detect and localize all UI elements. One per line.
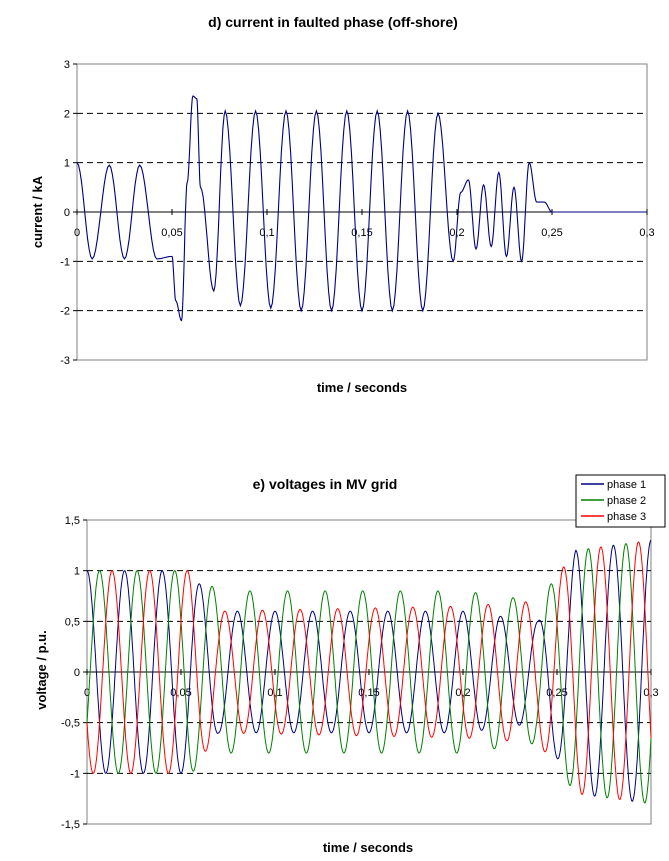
y-tick-label: 0 [74, 667, 80, 679]
y-tick-label: 2 [64, 108, 70, 120]
y-tick-label: -1,5 [61, 819, 80, 831]
legend-label: phase 2 [607, 495, 646, 507]
x-tick-label: 0 [84, 687, 90, 699]
voltage-chart: e) voltages in MV grid -1,5 -1 -0,5 0 0,5 1 1,… [34, 474, 666, 855]
x-tick-label: 0,05 [161, 227, 182, 239]
x-tick-label: 0,3 [639, 227, 654, 239]
y-tick-label: -3 [60, 355, 70, 367]
chart-title: e) voltages in MV grid [253, 476, 398, 492]
y-axis-label: voltage / p.u. [34, 630, 49, 709]
voltage-series-line-3 [86, 541, 652, 800]
y-tick-label: 1 [64, 158, 70, 170]
x-tick-label: 0,1 [259, 227, 274, 239]
x-tick-label: 0,1 [267, 687, 282, 699]
y-tick-label: -0,5 [61, 718, 80, 730]
chart-title: d) current in faulted phase (off-shore) [208, 14, 458, 30]
legend-label: phase 3 [607, 511, 646, 523]
legend: phase 1 phase 2 phase 3 [575, 474, 666, 528]
x-tick-label: 0,2 [455, 687, 470, 699]
x-tick-label: 0,3 [643, 687, 658, 699]
y-tick-label: 0,5 [65, 616, 80, 628]
y-tick-label: 1 [74, 566, 80, 578]
x-tick-label: 0,15 [351, 227, 372, 239]
x-tick-label: 0,25 [546, 687, 567, 699]
y-tick-label: 0 [64, 207, 70, 219]
y-tick-label: -1 [60, 256, 70, 268]
x-tick-label: 0,25 [541, 227, 562, 239]
legend-label: phase 1 [607, 479, 646, 491]
voltage-series-line-1 [86, 539, 652, 802]
x-axis-label: time / seconds [323, 840, 413, 855]
x-tick-label: 0,05 [170, 687, 191, 699]
current-chart: d) current in faulted phase (off-shore) … [30, 14, 655, 395]
y-tick-label: -2 [60, 306, 70, 318]
y-tick-label: -1 [70, 768, 80, 780]
y-tick-label: 1,5 [65, 515, 80, 527]
current-series-line [76, 95, 647, 322]
y-tick-label: 3 [64, 59, 70, 71]
y-axis-label: current / kA [30, 175, 45, 248]
x-tick-label: 0 [74, 227, 80, 239]
x-axis-label: time / seconds [317, 380, 407, 395]
